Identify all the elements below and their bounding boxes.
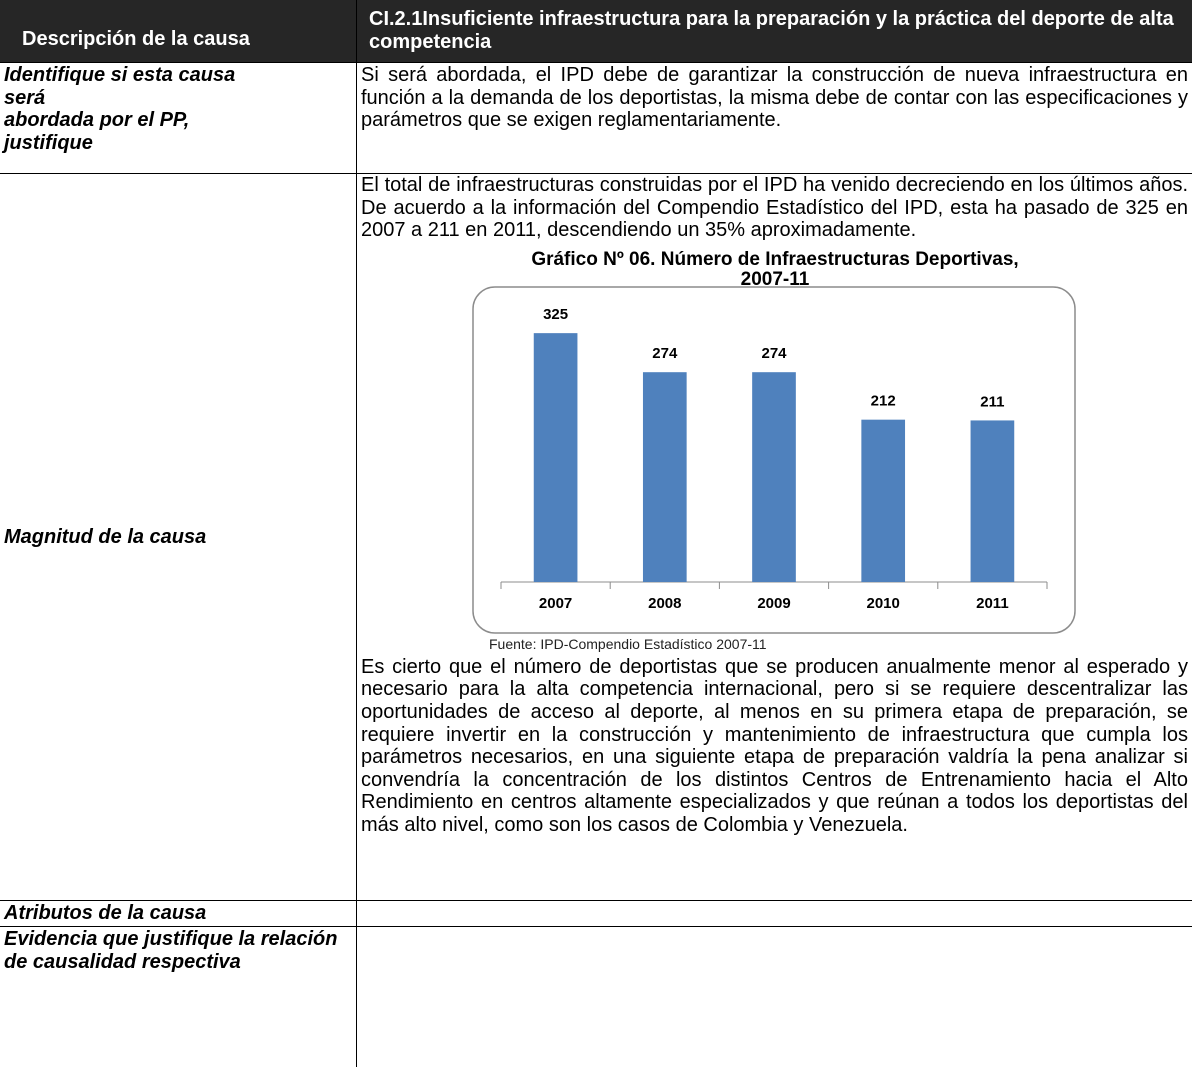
bar <box>752 371 796 582</box>
label-text: Magnitud de la causa <box>4 525 207 548</box>
header-left: Descripción de la causa <box>0 0 356 62</box>
row-content: Si será abordada, el IPD debe de garanti… <box>361 64 1188 132</box>
row-label: Magnitud de la causa <box>0 174 356 900</box>
magnitude-cell: El total de infraestructuras construidas… <box>357 174 1192 900</box>
value-label: 274 <box>761 345 787 362</box>
column-border <box>356 0 357 1067</box>
paragraph: El total de infraestructuras construidas… <box>361 174 1188 242</box>
header-right: CI.2.1Insuficiente infraestructura para … <box>357 0 1192 62</box>
row-border <box>0 173 1192 174</box>
x-tick-label: 2009 <box>757 595 790 612</box>
bar <box>642 371 687 582</box>
row-border <box>0 62 1192 63</box>
x-tick-label: 2007 <box>539 595 572 612</box>
row-label: Atributos de la causa <box>4 902 207 924</box>
x-tick-label: 2011 <box>976 595 1009 612</box>
x-tick-label: 2008 <box>648 595 681 612</box>
chart-title: Gráfico Nº 06. Número de Infraestructura… <box>531 248 1019 290</box>
value-label: 274 <box>652 345 678 362</box>
row-border <box>0 926 1192 927</box>
chart: 325 2007 274 2008 274 2009 212 2010 211 2011 <box>472 286 1076 634</box>
value-label: 211 <box>980 393 1004 410</box>
paragraph: Es cierto que el número de deportistas q… <box>361 655 1188 836</box>
source: Fuente: IPD-Compendio Estadístico 2007-1… <box>489 635 767 652</box>
value-label: 212 <box>871 392 896 409</box>
bar <box>533 332 578 582</box>
row-label: Evidencia que justifique la relación de … <box>4 928 338 973</box>
x-tick-label: 2010 <box>867 595 900 612</box>
value-label: 325 <box>543 306 568 323</box>
row-border <box>0 900 1192 901</box>
bar <box>970 420 1015 582</box>
row-label: Identifique si esta causa será abordada … <box>4 64 236 154</box>
bar <box>861 419 906 582</box>
